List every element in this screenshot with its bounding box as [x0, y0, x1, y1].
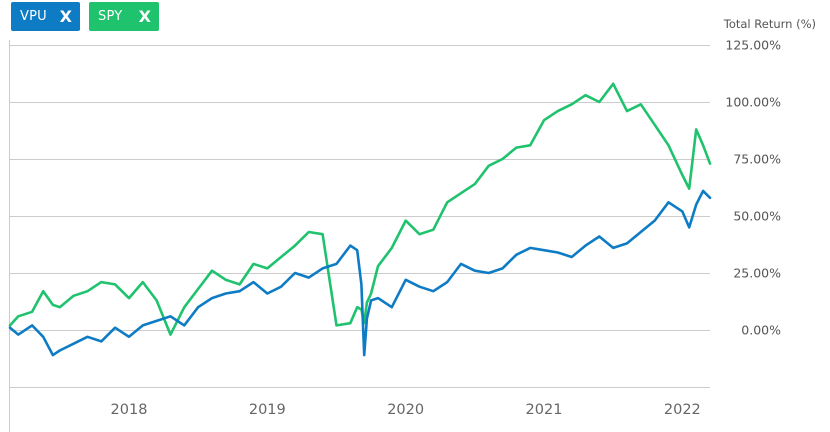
y-tick-label: 75.00%	[733, 152, 781, 167]
y-tick-label: 0.00%	[741, 323, 781, 338]
y-tick-label: 100.00%	[725, 95, 781, 110]
remove-vpu-icon[interactable]: X	[59, 7, 72, 26]
y-tick-label: 50.00%	[733, 209, 781, 224]
x-tick-label: 2018	[111, 402, 148, 418]
x-tick-label: 2021	[526, 402, 563, 418]
series-line-spy	[8, 82, 712, 336]
legend-chip-vpu[interactable]: VPU X	[11, 2, 80, 31]
legend-label-vpu: VPU	[20, 9, 47, 24]
y-tick-label: 125.00%	[725, 38, 781, 53]
remove-spy-icon[interactable]: X	[138, 7, 151, 26]
y-axis-title: Total Return (%)	[723, 17, 816, 31]
x-tick-label: 2020	[387, 402, 424, 418]
legend-label-spy: SPY	[98, 9, 123, 24]
x-tick-label: 2019	[249, 402, 286, 418]
x-tick-label: 2022	[664, 402, 701, 418]
series-line-vpu	[8, 189, 712, 357]
y-tick-label: 25.00%	[733, 266, 781, 281]
legend-chip-spy[interactable]: SPY X	[89, 2, 159, 31]
